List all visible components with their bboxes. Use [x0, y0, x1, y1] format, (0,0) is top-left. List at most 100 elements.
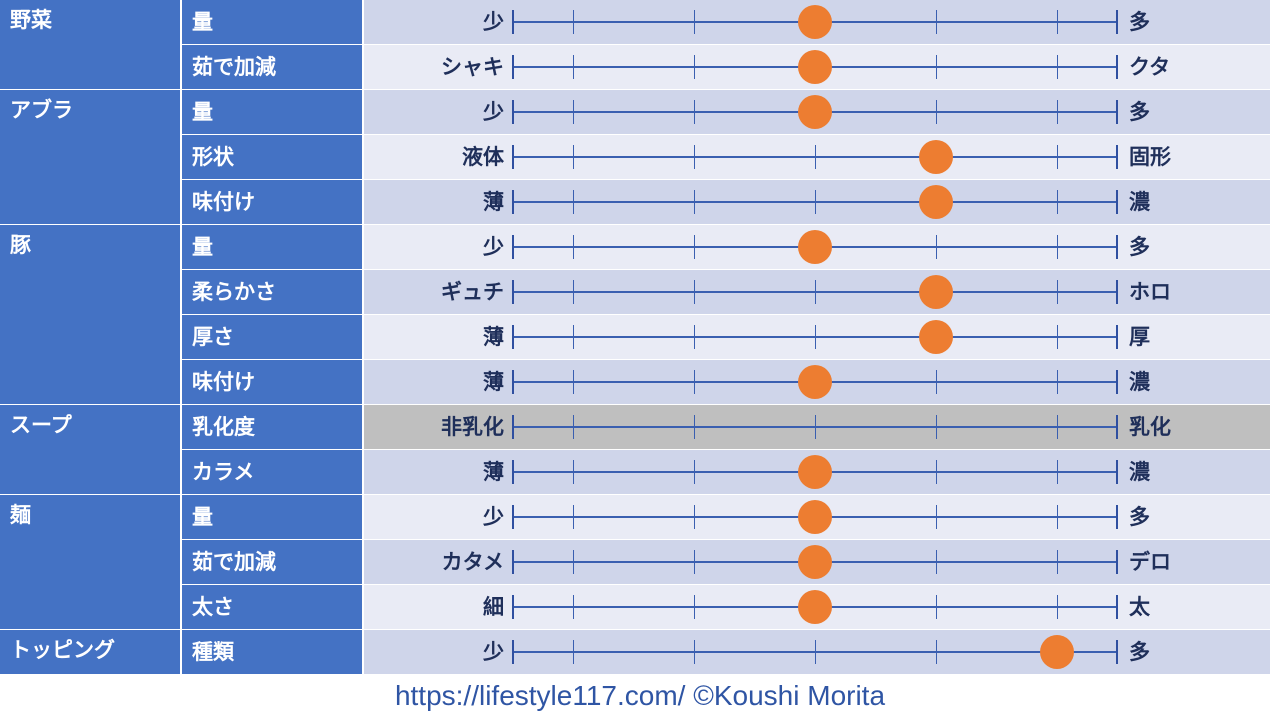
scale-min-label: 少: [483, 100, 504, 124]
axis-tick: [512, 280, 514, 304]
footer-credit: https://lifestyle117.com/ ©Koushi Morita: [394, 680, 886, 711]
scale-axis: [512, 230, 1118, 264]
scale-axis: [512, 365, 1118, 399]
item-label: 量: [182, 90, 362, 134]
axis-tick: [1057, 595, 1058, 619]
table-row: 量少多: [0, 225, 1270, 269]
scale-min-label: シャキ: [441, 55, 504, 79]
item-label: 味付け: [182, 360, 362, 404]
axis-tick: [815, 280, 816, 304]
scale-max-label: 多: [1129, 640, 1150, 664]
axis-tick: [815, 640, 816, 664]
rating-dot: [798, 230, 832, 264]
scale-min-label: 薄: [483, 325, 504, 349]
axis-tick: [694, 550, 695, 574]
table-row: 茹で加減 カタメ デロ: [0, 540, 1270, 584]
axis-tick: [694, 415, 695, 439]
scale-min-label: 少: [483, 505, 504, 529]
axis-tick: [1116, 145, 1118, 169]
item-label: 量: [182, 225, 362, 269]
table-row: 乳化度 非乳化 乳化: [0, 405, 1270, 449]
scale-cell: ギュチ ホロ: [364, 270, 1270, 314]
table-row: カラメ薄濃: [0, 450, 1270, 494]
scale-min-label: 少: [483, 235, 504, 259]
scale-max-label: クタ: [1129, 55, 1171, 79]
scale-min-label: カタメ: [441, 550, 504, 574]
scale-axis: [512, 140, 1118, 174]
axis-tick: [936, 370, 937, 394]
axis-tick: [573, 550, 574, 574]
item-label: 量: [182, 0, 362, 44]
axis-tick: [936, 415, 937, 439]
rating-dot: [798, 545, 832, 579]
axis-tick: [694, 190, 695, 214]
axis-tick: [936, 640, 937, 664]
scale-min-label: 薄: [483, 460, 504, 484]
axis-tick: [512, 190, 514, 214]
scale-min-label: 薄: [483, 190, 504, 214]
scale-axis: [512, 415, 1118, 439]
axis-tick: [1057, 10, 1058, 34]
axis-tick: [1057, 190, 1058, 214]
scale-max-label: 多: [1129, 505, 1150, 529]
scale-cell: 少多: [364, 495, 1270, 539]
axis-tick: [1116, 595, 1118, 619]
axis-tick: [573, 595, 574, 619]
axis-tick: [512, 370, 514, 394]
scale-min-label: 薄: [483, 370, 504, 394]
item-label: カラメ: [182, 450, 362, 494]
axis-tick: [512, 145, 514, 169]
scale-max-label: 乳化: [1129, 415, 1171, 439]
table-row: 種類少多: [0, 630, 1270, 674]
table-row: 量少多: [0, 0, 1270, 44]
item-label: 量: [182, 495, 362, 539]
axis-tick: [1057, 550, 1058, 574]
axis-tick: [573, 100, 574, 124]
scale-cell: 少多: [364, 630, 1270, 674]
axis-tick: [1116, 325, 1118, 349]
scale-axis: [512, 50, 1118, 84]
axis-tick: [573, 505, 574, 529]
table-row: 太さ細太: [0, 585, 1270, 629]
axis-tick: [1116, 190, 1118, 214]
item-label: 柔らかさ: [182, 270, 362, 314]
category-cell: トッピング: [0, 630, 180, 674]
axis-tick: [936, 550, 937, 574]
axis-tick: [512, 550, 514, 574]
rating-dot: [798, 5, 832, 39]
axis-tick: [1057, 100, 1058, 124]
axis-tick: [573, 280, 574, 304]
table-row: 量少多: [0, 90, 1270, 134]
axis-tick: [694, 460, 695, 484]
axis-tick: [936, 235, 937, 259]
item-label: 種類: [182, 630, 362, 674]
axis-tick: [694, 100, 695, 124]
scale-cell: カタメ デロ: [364, 540, 1270, 584]
axis-tick: [1116, 550, 1118, 574]
table-row: 茹で加減 シャキ クタ: [0, 45, 1270, 89]
axis-tick: [573, 370, 574, 394]
rating-dot: [919, 275, 953, 309]
scale-min-label: 非乳化: [441, 415, 504, 439]
axis-tick: [694, 370, 695, 394]
item-label: 厚さ: [182, 315, 362, 359]
scale-axis: [512, 5, 1118, 39]
axis-tick: [694, 280, 695, 304]
scale-min-label: ギュチ: [441, 280, 504, 304]
axis-tick: [1116, 505, 1118, 529]
axis-tick: [694, 235, 695, 259]
scale-max-label: 多: [1129, 10, 1150, 34]
scale-min-label: 少: [483, 10, 504, 34]
item-label: 茹で加減: [182, 540, 362, 584]
category-cell: 豚: [0, 225, 180, 404]
scale-max-label: 多: [1129, 235, 1150, 259]
rating-dot: [798, 95, 832, 129]
table-row: 味付け薄濃: [0, 360, 1270, 404]
axis-tick: [1116, 100, 1118, 124]
axis-tick: [512, 10, 514, 34]
axis-tick: [1057, 460, 1058, 484]
rating-dot: [919, 140, 953, 174]
axis-tick: [936, 10, 937, 34]
axis-tick: [1116, 460, 1118, 484]
item-label: 太さ: [182, 585, 362, 629]
